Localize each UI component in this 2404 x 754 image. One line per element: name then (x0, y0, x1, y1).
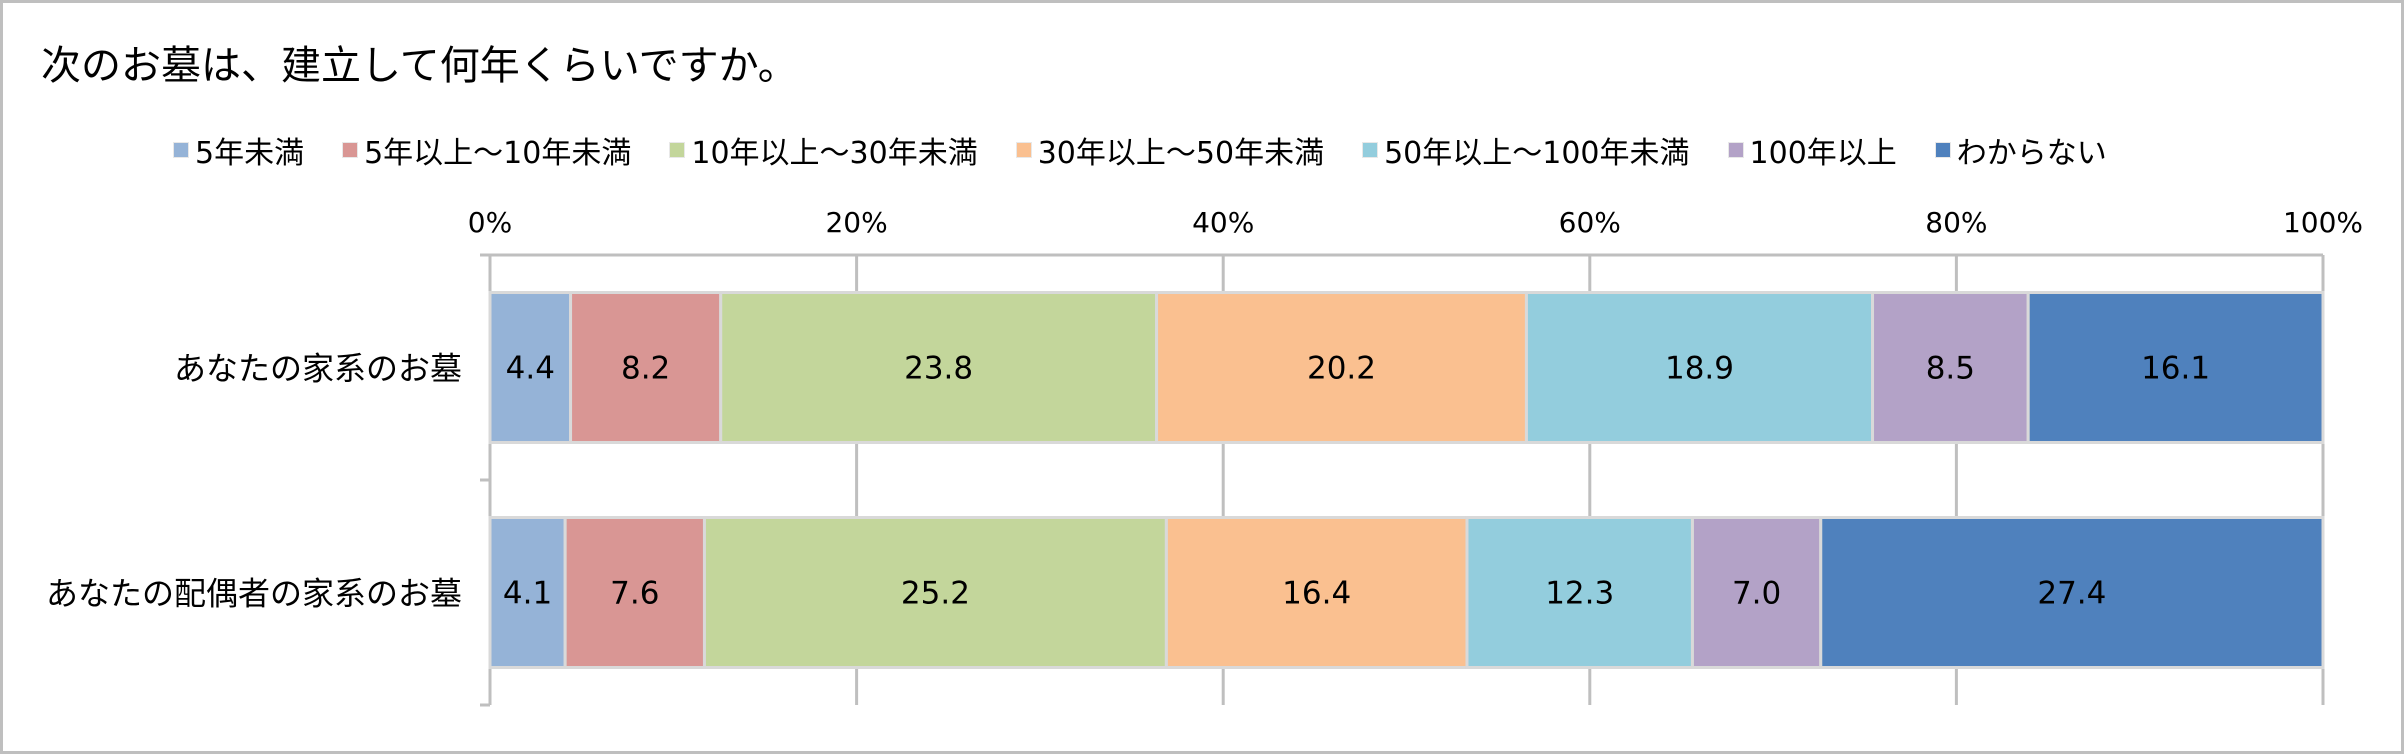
data-label: 27.4 (2037, 576, 2106, 612)
legend-swatch (1727, 142, 1744, 158)
legend-label: 30年以上～50年未満 (1037, 136, 1325, 171)
bar-segment (1465, 516, 1694, 669)
bar-segment (2026, 291, 2325, 444)
legend-swatch (1362, 142, 1379, 158)
legend-swatch (1934, 142, 1951, 158)
legend-swatch (342, 142, 359, 158)
x-tick-label: 100% (2283, 206, 2363, 239)
legend-swatch (1015, 142, 1032, 158)
x-tick-label: 80% (1925, 206, 1987, 239)
category-label: あなたの配偶者の家系のお墓 (46, 575, 462, 613)
chart-legend: 5年未満 5年以上～10年未満 10年以上～30年未満 30年以上～50年未満 50年以… (173, 129, 2145, 171)
bar-segment (1164, 516, 1469, 669)
data-label: 12.3 (1545, 576, 1614, 612)
data-label: 7.0 (1732, 576, 1781, 612)
data-label: 20.2 (1307, 351, 1376, 387)
legend-item: 10年以上～30年未満 (669, 128, 978, 172)
bar-segment (569, 291, 723, 444)
legend-label: わからない (1956, 136, 2107, 171)
legend-swatch (669, 142, 686, 158)
data-label: 8.2 (621, 351, 670, 387)
data-label: 16.4 (1282, 576, 1351, 612)
x-tick-label: 20% (825, 206, 887, 239)
x-tick-label: 60% (1559, 206, 1621, 239)
bar-segment (488, 516, 567, 669)
bar-segment (1155, 291, 1528, 444)
bar-segment (488, 291, 573, 444)
legend-item: 30年以上～50年未満 (1015, 128, 1325, 172)
legend-item: 50年以上～100年未満 (1362, 128, 1690, 172)
legend-label: 5年未満 (195, 136, 305, 171)
x-tick-label: 0% (468, 206, 512, 239)
legend-label: 50年以上～100年未満 (1384, 136, 1690, 171)
legend-swatch (173, 142, 189, 158)
legend-label: 5年以上～10年未満 (364, 136, 632, 171)
bar-segment (1690, 516, 1823, 669)
legend-label: 10年以上～30年未満 (691, 136, 978, 171)
bar-segment (1524, 291, 1875, 444)
data-label: 23.8 (904, 351, 973, 387)
data-label: 25.2 (901, 576, 970, 612)
legend-item: 5年以上～10年未満 (342, 128, 631, 172)
bar-segment (563, 516, 706, 669)
legend-item: わからない (1934, 128, 2107, 172)
legend-item: 100年以上 (1727, 128, 1897, 172)
data-label: 16.1 (2141, 351, 2210, 387)
bar-segment (719, 291, 1159, 444)
bar-segment (702, 516, 1168, 669)
bar-segment (1871, 291, 2030, 444)
data-label: 8.5 (1926, 351, 1975, 387)
data-label: 4.4 (506, 351, 555, 387)
data-label: 7.6 (610, 576, 659, 612)
x-tick-label: 40% (1192, 206, 1254, 239)
data-label: 4.1 (503, 576, 552, 612)
legend-label: 100年以上 (1749, 136, 1897, 171)
legend-item: 5年未満 (173, 128, 304, 172)
category-label: あなたの家系のお墓 (174, 350, 462, 388)
data-label: 18.9 (1665, 351, 1734, 387)
bar-segment (1819, 516, 2325, 669)
chart-title: 次のお墓は、建立して何年くらいですか。 (41, 43, 798, 89)
